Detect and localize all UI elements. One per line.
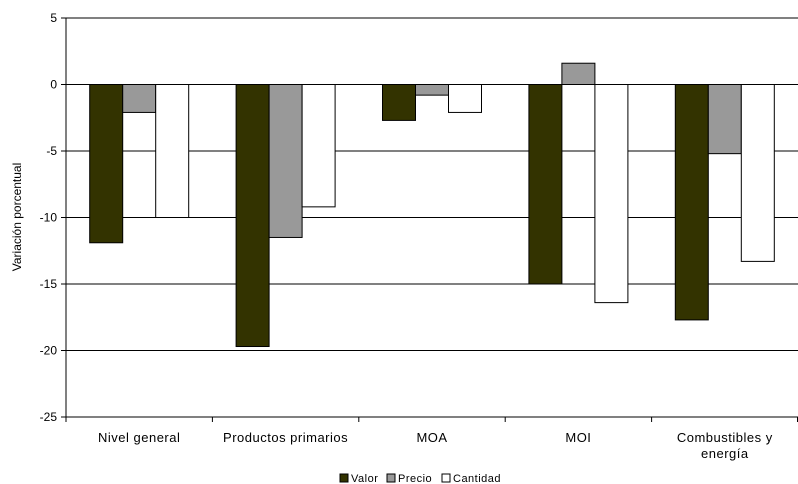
legend-swatch-cantidad [441, 473, 451, 483]
bar-precio-4 [707, 84, 742, 155]
bar-valor-3 [528, 84, 563, 285]
bar-cantidad-1 [301, 84, 336, 208]
legend-swatch-precio [386, 473, 396, 483]
legend-label-cantidad: Cantidad [453, 473, 501, 484]
legend-label-valor: Valor [351, 473, 378, 484]
y-tick-label: -5 [46, 144, 57, 158]
y-tick-label: 0 [50, 78, 57, 92]
legend-swatch-valor [339, 473, 349, 483]
legend: Valor Precio Cantidad [339, 473, 501, 484]
bar-precio-3 [561, 62, 596, 86]
bar-valor-4 [674, 84, 709, 321]
category-label: MOA [416, 430, 447, 445]
bar-valor-0 [89, 84, 124, 244]
legend-label-precio: Precio [398, 473, 432, 484]
bar-precio-1 [268, 84, 303, 238]
category-labels: Nivel general Productos primarios MOA MOI Co… [98, 430, 773, 461]
y-tick-labels: -25 -20 -15 -10 -5 0 5 [40, 11, 58, 424]
category-label: MOI [565, 430, 591, 445]
y-tick-label: -15 [40, 277, 58, 291]
y-tick-label: 5 [50, 11, 57, 25]
bar-valor-1 [235, 84, 270, 348]
y-axis-title: Variación porcentual [10, 163, 24, 272]
bars [89, 62, 775, 348]
bar-cantidad-3 [594, 84, 629, 304]
y-tick-label: -20 [40, 344, 58, 358]
category-label: Nivel general [98, 430, 180, 445]
bar-cantidad-2 [448, 84, 482, 113]
y-tick-label: -25 [40, 410, 58, 424]
bar-precio-0 [122, 84, 157, 113]
category-label: Productos primarios [223, 430, 348, 445]
bar-cantidad-4 [740, 84, 775, 262]
axes [61, 17, 798, 422]
y-tick-label: -10 [40, 211, 58, 225]
category-label: energía [701, 446, 749, 461]
bar-cantidad-0 [155, 84, 190, 218]
bar-valor-2 [382, 84, 416, 121]
category-label: Combustibles y [677, 430, 773, 445]
bar-precio-2 [415, 84, 449, 96]
